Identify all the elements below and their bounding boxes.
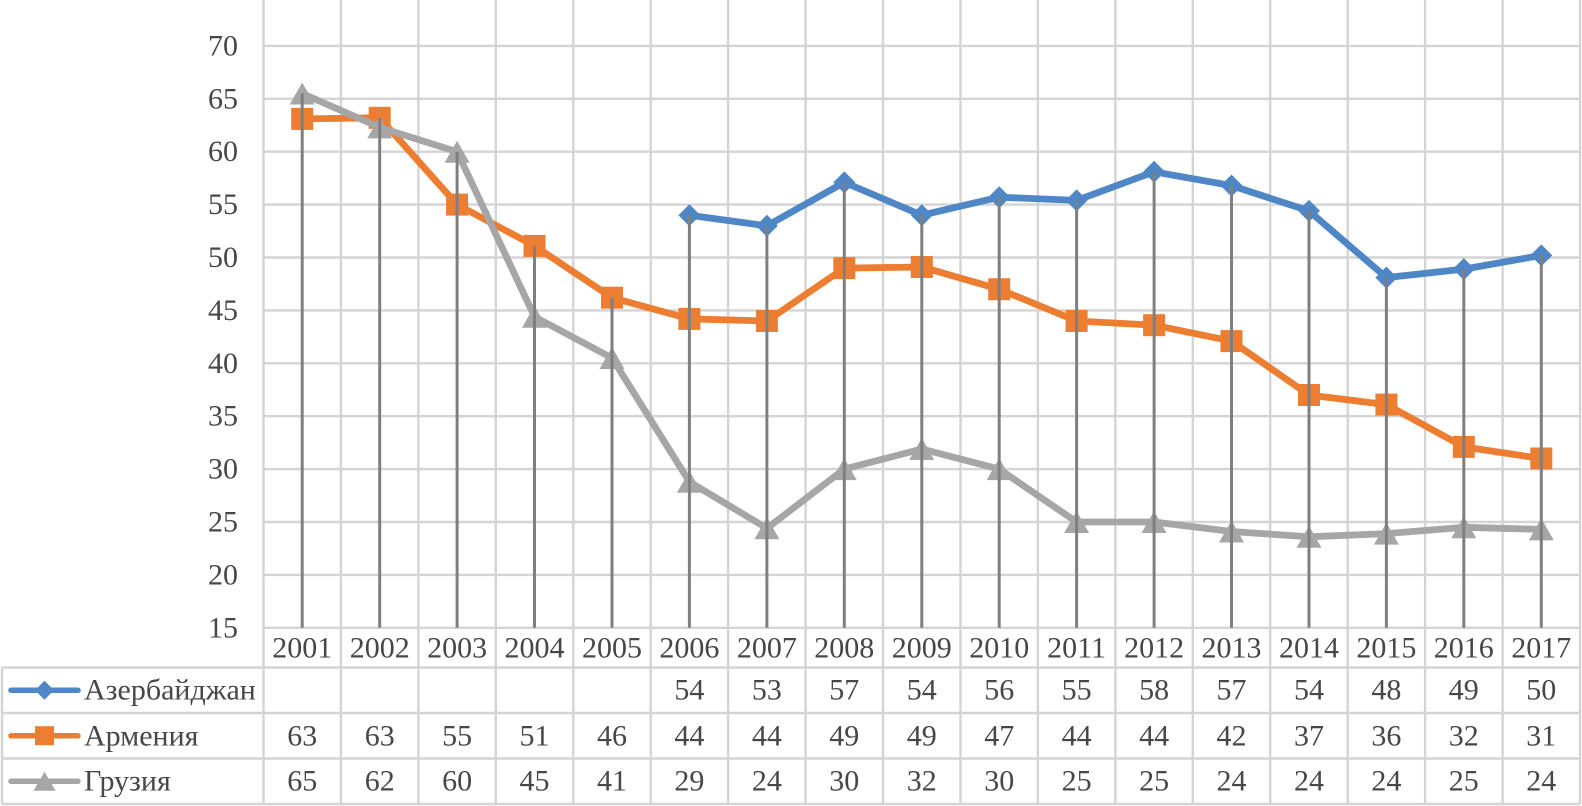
- svg-text:2010: 2010: [969, 632, 1029, 665]
- svg-text:54: 54: [1294, 674, 1324, 707]
- svg-text:56: 56: [984, 674, 1014, 707]
- svg-text:46: 46: [597, 719, 627, 752]
- svg-text:50: 50: [1526, 674, 1556, 707]
- svg-text:32: 32: [907, 765, 937, 798]
- svg-text:58: 58: [1139, 674, 1169, 707]
- svg-text:2017: 2017: [1511, 632, 1571, 665]
- svg-text:Грузия: Грузия: [84, 765, 171, 798]
- svg-text:55: 55: [208, 188, 238, 221]
- svg-text:60: 60: [208, 135, 238, 168]
- svg-text:44: 44: [752, 719, 782, 752]
- svg-text:2016: 2016: [1434, 632, 1494, 665]
- svg-text:63: 63: [365, 719, 395, 752]
- svg-text:57: 57: [1217, 674, 1247, 707]
- svg-text:51: 51: [520, 719, 550, 752]
- svg-text:2013: 2013: [1202, 632, 1262, 665]
- svg-text:50: 50: [208, 241, 238, 274]
- svg-text:36: 36: [1371, 719, 1401, 752]
- svg-text:2007: 2007: [737, 632, 797, 665]
- svg-text:62: 62: [365, 765, 395, 798]
- svg-text:24: 24: [752, 765, 782, 798]
- svg-text:54: 54: [674, 674, 704, 707]
- svg-text:32: 32: [1449, 719, 1479, 752]
- svg-text:65: 65: [208, 82, 238, 115]
- svg-text:60: 60: [442, 765, 472, 798]
- svg-text:30: 30: [984, 765, 1014, 798]
- svg-text:20: 20: [208, 558, 238, 591]
- svg-text:45: 45: [520, 765, 550, 798]
- svg-text:24: 24: [1217, 765, 1247, 798]
- svg-text:37: 37: [1294, 719, 1324, 752]
- svg-text:Армения: Армения: [84, 719, 199, 752]
- svg-text:24: 24: [1371, 765, 1401, 798]
- svg-text:44: 44: [674, 719, 704, 752]
- svg-text:47: 47: [984, 719, 1014, 752]
- svg-text:2014: 2014: [1279, 632, 1339, 665]
- svg-text:2002: 2002: [350, 632, 410, 665]
- svg-text:30: 30: [208, 453, 238, 486]
- svg-text:30: 30: [829, 765, 859, 798]
- svg-text:24: 24: [1294, 765, 1324, 798]
- svg-text:49: 49: [907, 719, 937, 752]
- svg-text:57: 57: [829, 674, 859, 707]
- svg-text:49: 49: [1449, 674, 1479, 707]
- svg-text:2004: 2004: [505, 632, 565, 665]
- svg-text:65: 65: [287, 765, 317, 798]
- svg-text:42: 42: [1217, 719, 1247, 752]
- svg-text:55: 55: [1062, 674, 1092, 707]
- svg-text:48: 48: [1371, 674, 1401, 707]
- svg-text:15: 15: [208, 611, 238, 644]
- svg-text:2006: 2006: [659, 632, 719, 665]
- svg-text:2012: 2012: [1124, 632, 1184, 665]
- svg-text:55: 55: [442, 719, 472, 752]
- svg-text:2008: 2008: [814, 632, 874, 665]
- svg-text:54: 54: [907, 674, 937, 707]
- svg-text:41: 41: [597, 765, 627, 798]
- svg-text:35: 35: [208, 400, 238, 433]
- svg-text:2001: 2001: [272, 632, 332, 665]
- svg-text:2015: 2015: [1356, 632, 1416, 665]
- svg-text:2009: 2009: [892, 632, 952, 665]
- svg-text:25: 25: [208, 506, 238, 539]
- svg-text:25: 25: [1062, 765, 1092, 798]
- svg-text:2011: 2011: [1047, 632, 1106, 665]
- svg-text:2005: 2005: [582, 632, 642, 665]
- svg-text:29: 29: [674, 765, 704, 798]
- svg-text:53: 53: [752, 674, 782, 707]
- svg-text:31: 31: [1526, 719, 1556, 752]
- svg-text:44: 44: [1139, 719, 1169, 752]
- svg-text:63: 63: [287, 719, 317, 752]
- svg-text:2003: 2003: [427, 632, 487, 665]
- svg-text:70: 70: [208, 29, 238, 62]
- svg-text:Азербайджан: Азербайджан: [84, 674, 256, 707]
- svg-text:25: 25: [1449, 765, 1479, 798]
- svg-text:49: 49: [829, 719, 859, 752]
- svg-text:45: 45: [208, 294, 238, 327]
- svg-text:25: 25: [1139, 765, 1169, 798]
- svg-text:24: 24: [1526, 765, 1556, 798]
- svg-text:40: 40: [208, 347, 238, 380]
- svg-text:44: 44: [1062, 719, 1092, 752]
